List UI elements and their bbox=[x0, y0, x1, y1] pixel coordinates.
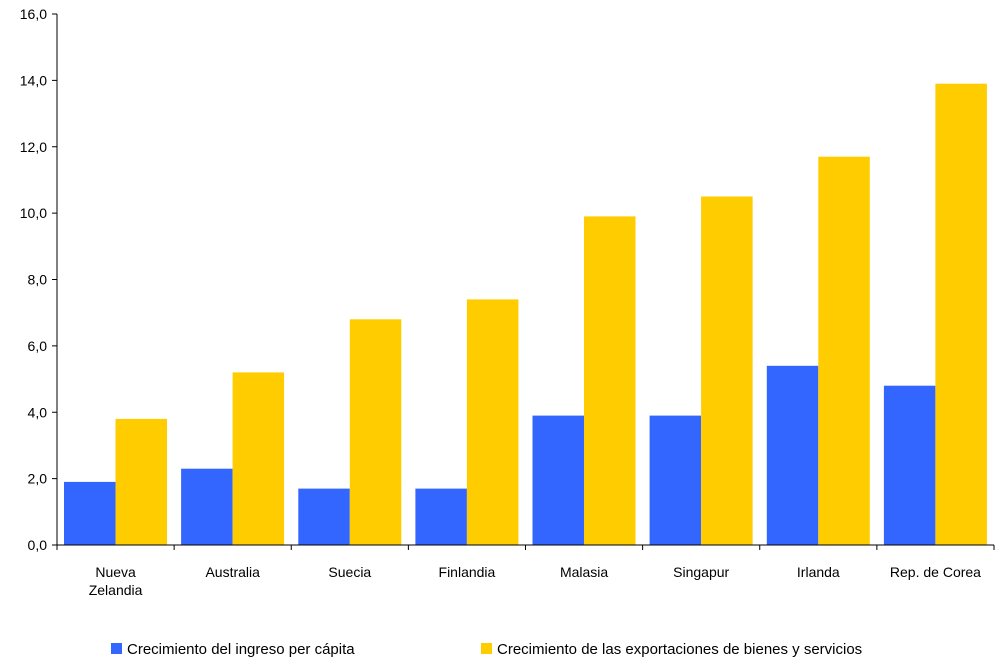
x-tick-label-3: Finlandia bbox=[439, 564, 496, 580]
bar-series-1-7 bbox=[935, 83, 987, 545]
bar-series-0-1 bbox=[181, 468, 233, 545]
bar-series-0-2 bbox=[298, 488, 350, 545]
plot-area: 0,0 2,0 4,0 6,0 8,0 10,0 12,0 14,0 16,0 Nueva Zela… bbox=[20, 6, 995, 598]
legend-swatch-series-0 bbox=[111, 643, 122, 654]
bar-series-0-3 bbox=[415, 488, 467, 545]
y-tick-label-2: 4,0 bbox=[28, 404, 48, 420]
bar-series-1-6 bbox=[818, 156, 870, 545]
y-tick-label-3: 6,0 bbox=[28, 338, 48, 354]
bar-series-1-2 bbox=[349, 319, 402, 545]
y-tick-label-5: 10,0 bbox=[20, 205, 47, 221]
y-tick-label-0: 0,0 bbox=[28, 537, 48, 553]
bar-series-1-0 bbox=[115, 418, 167, 545]
y-tick-label-6: 12,0 bbox=[20, 139, 47, 155]
x-tick-label-2: Suecia bbox=[328, 564, 371, 580]
legend-label-series-0: Crecimiento del ingreso per cápita bbox=[127, 641, 355, 658]
bar-series-1-5 bbox=[701, 196, 753, 545]
y-tick-label-7: 14,0 bbox=[20, 72, 47, 88]
y-tick-label-1: 2,0 bbox=[28, 471, 48, 487]
x-tick-label-4: Malasia bbox=[560, 564, 608, 580]
bar-series-1-1 bbox=[232, 372, 285, 545]
y-tick-label-4: 8,0 bbox=[28, 272, 48, 288]
bar-series-0-4 bbox=[532, 415, 584, 545]
x-tick-label-7: Rep. de Corea bbox=[890, 564, 981, 580]
legend-swatch-series-1 bbox=[481, 643, 492, 654]
bar-series-1-3 bbox=[466, 299, 519, 545]
bar-series-0-7 bbox=[883, 385, 936, 545]
x-tick-label-5: Singapur bbox=[673, 564, 729, 580]
y-tick-label-8: 16,0 bbox=[20, 6, 47, 22]
bar-series-0-0 bbox=[64, 481, 116, 545]
bar-series-0-5 bbox=[649, 415, 702, 545]
legend: Crecimiento del ingreso per cápita Creci… bbox=[111, 641, 862, 658]
bar-series-1-4 bbox=[584, 216, 636, 545]
legend-label-series-1: Crecimiento de las exportaciones de bien… bbox=[497, 641, 862, 658]
x-tick-label-0: Nueva Zelandia bbox=[89, 564, 143, 598]
bar-series-0-6 bbox=[766, 365, 819, 545]
x-tick-label-6: Irlanda bbox=[797, 564, 840, 580]
x-tick-label-1: Australia bbox=[205, 564, 260, 580]
